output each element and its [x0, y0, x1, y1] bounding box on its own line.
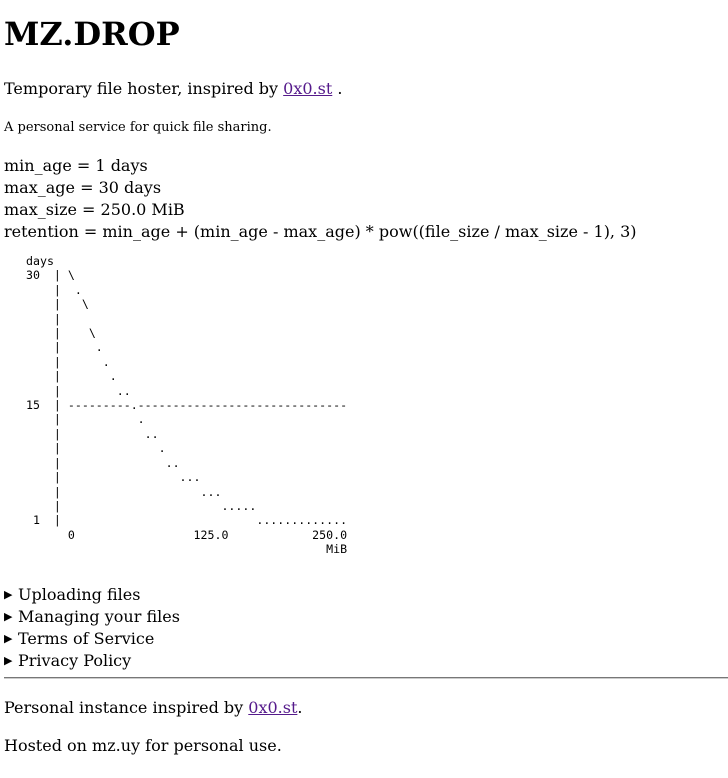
- intro-link-0x0st[interactable]: 0x0.st: [283, 79, 333, 98]
- section-managing-files[interactable]: ▶ Managing your files: [4, 606, 180, 628]
- section-label: Uploading files: [18, 585, 141, 604]
- intro-paragraph: Temporary file hoster, inspired by 0x0.s…: [4, 79, 342, 99]
- disclosure-triangle-icon: ▶: [4, 588, 13, 601]
- max-age-line: max_age = 30 days: [4, 178, 162, 197]
- section-terms-of-service[interactable]: ▶ Terms of Service: [4, 628, 180, 650]
- footer-credit-suffix: .: [297, 698, 303, 717]
- disclosure-triangle-icon: ▶: [4, 654, 13, 667]
- footer-hosting-note: Hosted on mz.uy for personal use.: [4, 736, 282, 755]
- retention-ascii-chart: days 30 | \ | . | \ | |: [26, 254, 348, 557]
- retention-parameters: min_age = 1 days max_age = 30 days max_s…: [4, 155, 637, 243]
- section-label: Terms of Service: [18, 629, 155, 648]
- footer-link-0x0st[interactable]: 0x0.st: [248, 698, 298, 717]
- section-uploading-files[interactable]: ▶ Uploading files: [4, 584, 180, 606]
- retention-formula: retention = min_age + (min_age - max_age…: [4, 222, 637, 241]
- page-title: MZ.DROP: [4, 15, 180, 53]
- disclosure-triangle-icon: ▶: [4, 610, 13, 623]
- subtitle: A personal service for quick file sharin…: [4, 120, 272, 135]
- min-age-line: min_age = 1 days: [4, 156, 148, 175]
- footer-credit: Personal instance inspired by 0x0.st.: [4, 698, 302, 718]
- intro-text: Temporary file hoster, inspired by: [4, 79, 279, 98]
- footer-divider: [4, 677, 728, 679]
- disclosure-triangle-icon: ▶: [4, 632, 13, 645]
- intro-suffix: .: [332, 79, 343, 98]
- section-label: Managing your files: [18, 607, 180, 626]
- footer-credit-text: Personal instance inspired by: [4, 698, 249, 717]
- section-privacy-policy[interactable]: ▶ Privacy Policy: [4, 650, 180, 672]
- section-label: Privacy Policy: [18, 651, 132, 670]
- max-size-line: max_size = 250.0 MiB: [4, 200, 185, 219]
- info-sections: ▶ Uploading files ▶ Managing your files …: [4, 584, 180, 672]
